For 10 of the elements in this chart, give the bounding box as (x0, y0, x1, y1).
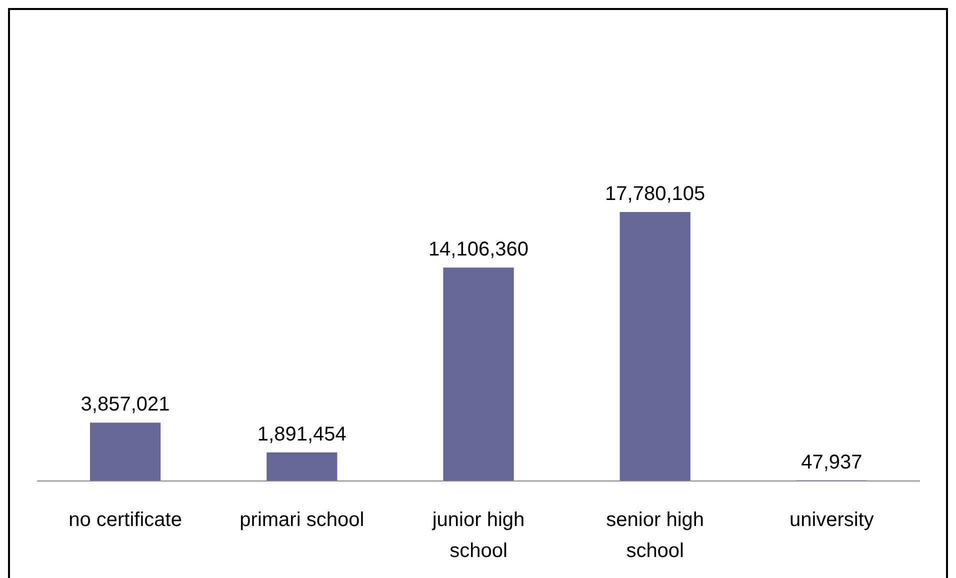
x-tick-label: university (789, 509, 874, 531)
x-tick-label: primari school (240, 509, 364, 531)
x-tick-label: senior high school (606, 509, 704, 562)
data-label: 14,106,360 (428, 238, 529, 261)
data-label: 17,780,105 (605, 183, 706, 205)
x-tick-label: no certificate (68, 509, 182, 531)
data-label: 3,857,021 (80, 394, 170, 416)
x-tick-label: junior high school (431, 509, 525, 562)
data-label: 47,937 (801, 451, 862, 474)
data-label: 1,891,454 (257, 423, 346, 446)
